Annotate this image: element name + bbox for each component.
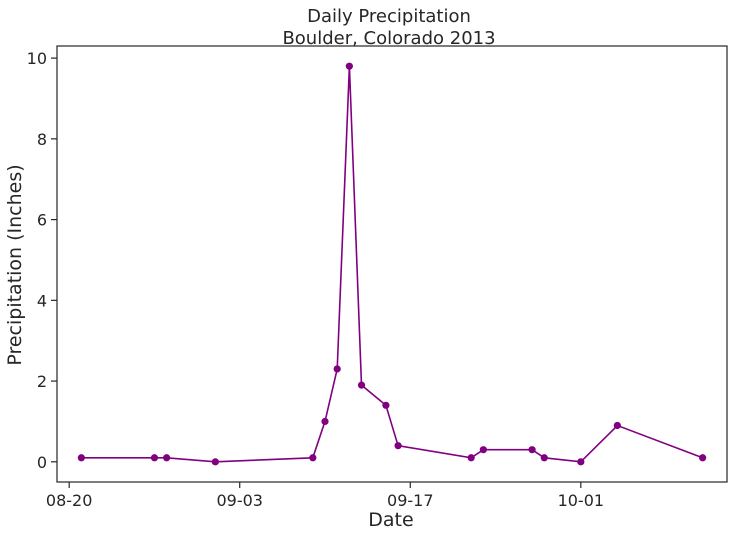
y-tick-label: 4 — [37, 291, 47, 310]
data-point — [479, 446, 487, 454]
data-point — [77, 454, 85, 462]
data-point — [211, 458, 219, 466]
plot-frame — [56, 45, 728, 483]
data-point — [528, 446, 536, 454]
data-point — [382, 401, 390, 409]
x-tick-label: 10-01 — [558, 491, 605, 510]
y-axis-label: Precipitation (Inches) — [4, 164, 26, 365]
data-point — [540, 454, 548, 462]
data-point — [150, 454, 159, 462]
data-point — [357, 381, 366, 389]
series-line — [81, 66, 703, 463]
y-tick-label: 0 — [37, 453, 47, 472]
y-tick-label: 10 — [27, 49, 47, 68]
x-axis-label: Date — [368, 509, 413, 531]
data-point — [394, 442, 402, 450]
data-point — [699, 454, 707, 462]
data-point — [345, 62, 353, 70]
data-point — [163, 454, 171, 462]
data-point — [613, 421, 621, 430]
plot-area: 0 2 4 6 8 10 08-20 09-03 09-17 10-01 — [27, 45, 728, 510]
data-point — [333, 365, 341, 373]
y-tick-label: 8 — [37, 130, 47, 149]
data-point — [321, 417, 329, 426]
x-tick-label: 08-20 — [46, 491, 93, 510]
y-tick-label: 6 — [37, 211, 47, 230]
data-point — [577, 458, 585, 466]
x-tick-label: 09-17 — [387, 491, 434, 510]
chart-title: Daily Precipitation — [307, 6, 471, 27]
data-point — [467, 454, 475, 462]
data-point — [309, 454, 317, 462]
chart-subtitle: Boulder, Colorado 2013 — [282, 28, 495, 49]
x-tick-label: 09-03 — [216, 491, 263, 510]
y-tick-label: 2 — [37, 372, 47, 391]
